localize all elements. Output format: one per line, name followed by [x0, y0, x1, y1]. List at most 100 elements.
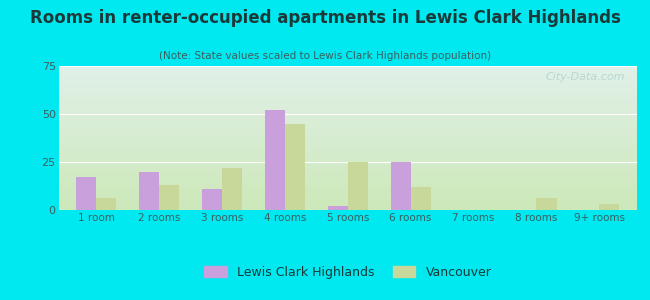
- Bar: [58, 161, 637, 162]
- Bar: [58, 75, 637, 76]
- Bar: [58, 127, 637, 128]
- Bar: [58, 76, 637, 77]
- Bar: [58, 116, 637, 117]
- Bar: [58, 166, 637, 167]
- Text: City-Data.com: City-Data.com: [546, 72, 625, 82]
- Bar: [58, 209, 637, 210]
- Bar: [58, 157, 637, 158]
- Bar: [58, 172, 637, 173]
- Bar: [58, 123, 637, 124]
- Bar: [58, 143, 637, 144]
- Text: (Note: State values scaled to Lewis Clark Highlands population): (Note: State values scaled to Lewis Clar…: [159, 51, 491, 61]
- Bar: [58, 112, 637, 113]
- Bar: [58, 141, 637, 142]
- Bar: [58, 153, 637, 154]
- Bar: [76, 177, 96, 210]
- Bar: [58, 167, 637, 168]
- Bar: [222, 168, 242, 210]
- Bar: [58, 175, 637, 176]
- Bar: [58, 152, 637, 153]
- Bar: [58, 195, 637, 196]
- Bar: [58, 100, 637, 101]
- Bar: [265, 110, 285, 210]
- Bar: [58, 151, 637, 152]
- Bar: [58, 78, 637, 79]
- Bar: [58, 144, 637, 145]
- Bar: [58, 202, 637, 203]
- Bar: [58, 156, 637, 157]
- Bar: [58, 67, 637, 68]
- Bar: [58, 164, 637, 165]
- Bar: [58, 128, 637, 129]
- Bar: [58, 119, 637, 120]
- Bar: [58, 98, 637, 99]
- Bar: [58, 188, 637, 189]
- Bar: [58, 137, 637, 138]
- Bar: [58, 126, 637, 127]
- Bar: [58, 208, 637, 209]
- Bar: [58, 179, 637, 180]
- Bar: [58, 155, 637, 156]
- Bar: [58, 80, 637, 81]
- Bar: [58, 120, 637, 121]
- Bar: [58, 192, 637, 193]
- Bar: [58, 83, 637, 84]
- Bar: [58, 182, 637, 183]
- Bar: [58, 149, 637, 150]
- Bar: [58, 82, 637, 83]
- Bar: [58, 66, 637, 67]
- Bar: [58, 142, 637, 143]
- Bar: [348, 162, 368, 210]
- Bar: [58, 134, 637, 135]
- Bar: [58, 171, 637, 172]
- Bar: [58, 104, 637, 105]
- Bar: [58, 140, 637, 141]
- Bar: [58, 97, 637, 98]
- Bar: [285, 124, 305, 210]
- Text: Rooms in renter-occupied apartments in Lewis Clark Highlands: Rooms in renter-occupied apartments in L…: [29, 9, 621, 27]
- Bar: [58, 135, 637, 136]
- Bar: [58, 69, 637, 70]
- Bar: [58, 113, 637, 114]
- Bar: [328, 206, 348, 210]
- Bar: [58, 162, 637, 163]
- Bar: [58, 177, 637, 178]
- Bar: [58, 133, 637, 134]
- Bar: [58, 132, 637, 133]
- Bar: [58, 86, 637, 87]
- Bar: [58, 159, 637, 160]
- Bar: [411, 187, 431, 210]
- Bar: [58, 147, 637, 148]
- Bar: [58, 185, 637, 186]
- Bar: [58, 145, 637, 146]
- Bar: [58, 189, 637, 190]
- Bar: [58, 165, 637, 166]
- Bar: [58, 87, 637, 88]
- Bar: [58, 89, 637, 90]
- Bar: [96, 199, 116, 210]
- Bar: [58, 70, 637, 71]
- Bar: [58, 190, 637, 191]
- Bar: [58, 146, 637, 147]
- Bar: [58, 92, 637, 93]
- Bar: [58, 130, 637, 131]
- Bar: [58, 169, 637, 170]
- Bar: [536, 199, 556, 210]
- Bar: [58, 160, 637, 161]
- Bar: [58, 201, 637, 202]
- Bar: [58, 205, 637, 206]
- Bar: [202, 189, 222, 210]
- Bar: [58, 198, 637, 199]
- Bar: [58, 79, 637, 80]
- Bar: [58, 196, 637, 197]
- Bar: [58, 115, 637, 116]
- Bar: [391, 162, 411, 210]
- Bar: [139, 172, 159, 210]
- Bar: [599, 204, 619, 210]
- Bar: [58, 117, 637, 118]
- Bar: [58, 103, 637, 104]
- Bar: [58, 138, 637, 139]
- Bar: [58, 184, 637, 185]
- Bar: [58, 163, 637, 164]
- Bar: [58, 110, 637, 111]
